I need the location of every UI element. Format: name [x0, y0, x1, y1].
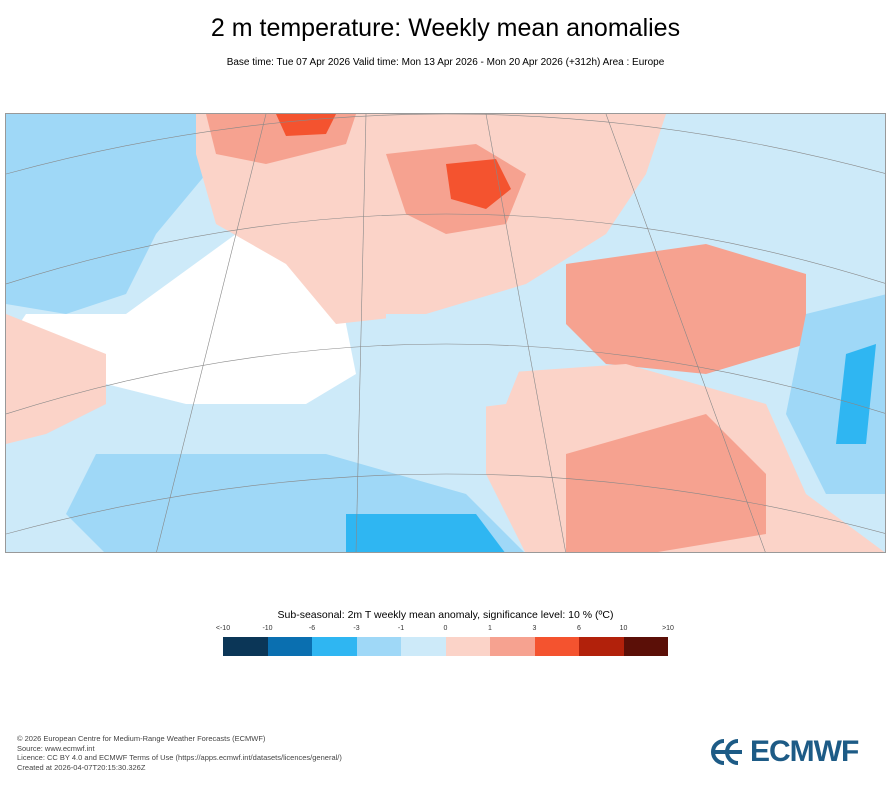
legend-label: 10 [619, 625, 628, 632]
legend-label: <-10 [215, 625, 231, 632]
legend-label: -1 [397, 625, 405, 632]
legend-swatch [623, 637, 668, 656]
legend-swatch [534, 637, 579, 656]
legend-label: -3 [353, 625, 360, 632]
map-svg [6, 114, 885, 552]
region-caspian-cold [786, 294, 885, 494]
ecmwf-logo-icon [711, 739, 742, 765]
region-west-warm [6, 314, 106, 444]
legend-swatch [401, 637, 446, 656]
logo-text: ECMWF [750, 735, 859, 768]
legend-colorbar [223, 637, 668, 656]
legend-swatch [490, 637, 535, 656]
region-atlantic-cold [6, 114, 236, 314]
footer: © 2026 European Centre for Medium-Range … [17, 734, 342, 772]
legend-label: >10 [662, 625, 674, 632]
source-text: Source: www.ecmwf.int [17, 743, 95, 753]
legend-swatch [356, 637, 401, 656]
legend-label: 3 [532, 625, 537, 632]
region-caspian-colder [836, 344, 876, 444]
ecmwf-logo: ECMWF [708, 735, 859, 769]
anomaly-map [5, 113, 886, 553]
legend-label: 0 [443, 625, 448, 632]
page-subtitle: Base time: Tue 07 Apr 2026 Valid time: M… [226, 57, 665, 68]
legend-swatch [445, 637, 490, 656]
copyright-text: © 2026 European Centre for Medium-Range … [17, 734, 266, 743]
legend-label: 6 [577, 625, 581, 632]
region-arabia-warm [566, 414, 766, 552]
region-finland-hot [446, 159, 511, 209]
legend-swatch [223, 637, 268, 656]
licence-text: Licence: CC BY 4.0 and ECMWF Terms of Us… [17, 753, 342, 762]
legend-labels: <-10 -10 -6 -3 -1 0 1 3 6 10 >10 [216, 625, 674, 635]
page-title: 2 m temperature: Weekly mean anomalies [210, 14, 681, 42]
legend-swatch [579, 637, 624, 656]
region-balkan-cold [386, 314, 526, 414]
legend-swatch [267, 637, 312, 656]
legend-label: -10 [262, 625, 273, 632]
region-africa-colder [346, 514, 505, 552]
region-greenland-hot [276, 114, 336, 136]
region-east-warm [566, 244, 806, 374]
legend-label: 1 [488, 625, 492, 632]
created-text: Created at 2026-04-07T20:15:30.326Z [17, 762, 146, 772]
legend-swatch [312, 637, 357, 656]
graticule [6, 114, 885, 552]
legend-label: -6 [308, 625, 316, 632]
legend-title: Sub-seasonal: 2m T weekly mean anomaly, … [277, 609, 614, 621]
